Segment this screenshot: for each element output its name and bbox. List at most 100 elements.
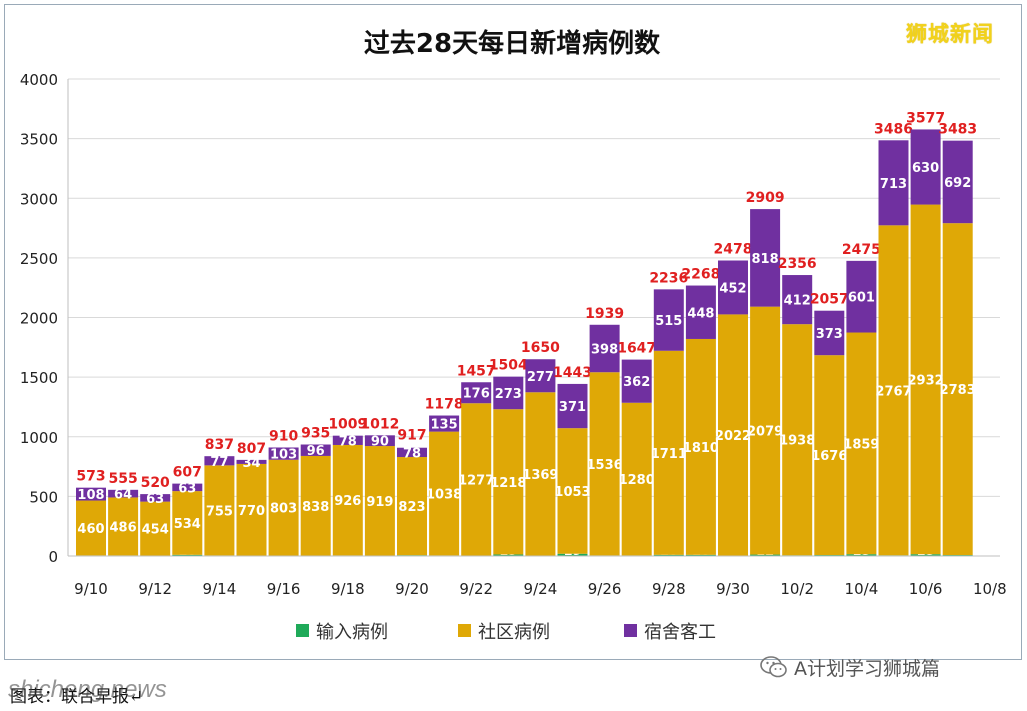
community-value-label: 1536 [587, 458, 623, 473]
y-tick-label: 2500 [20, 250, 58, 268]
community-value-label: 1369 [522, 468, 558, 483]
watermark-text: shicheng.news [8, 676, 167, 703]
community-value-label: 926 [334, 494, 361, 509]
total-value-label: 1443 [553, 365, 592, 381]
legend-label: 社区病例 [478, 622, 550, 643]
dorm-segment [653, 289, 684, 351]
community-segment [621, 402, 652, 556]
x-tick-label: 9/26 [588, 580, 622, 598]
legend-swatch [624, 624, 637, 637]
dorm-segment [204, 456, 235, 466]
dorm-segment [268, 447, 299, 460]
x-tick-label: 9/22 [459, 580, 493, 598]
total-value-label: 807 [237, 441, 266, 457]
dorm-value-label: 34 [242, 456, 260, 471]
x-tick-label: 10/4 [845, 580, 879, 598]
community-segment [942, 223, 973, 556]
dorm-segment [910, 129, 941, 205]
dorm-value-label: 135 [431, 418, 458, 433]
x-tick-label: 9/10 [74, 580, 108, 598]
community-value-label: 823 [398, 500, 425, 515]
community-value-label: 486 [110, 520, 137, 535]
community-value-label: 803 [270, 502, 297, 517]
community-segment [204, 465, 235, 556]
community-value-label: 2767 [875, 384, 911, 399]
dorm-segment [300, 444, 331, 456]
community-segment [878, 225, 909, 556]
total-value-label: 2057 [810, 292, 849, 308]
dorm-value-label: 78 [403, 446, 421, 461]
community-value-label: 454 [142, 523, 169, 538]
y-tick-label: 4000 [20, 71, 58, 89]
dorm-segment [461, 382, 492, 404]
legend-swatch [458, 624, 471, 637]
dorm-segment [878, 140, 909, 226]
x-tick-label: 10/2 [780, 580, 814, 598]
dorm-segment [942, 140, 973, 224]
total-value-label: 3483 [938, 122, 977, 138]
community-value-label: 755 [206, 504, 233, 519]
community-value-label: 838 [302, 500, 329, 515]
community-value-label: 1277 [458, 473, 494, 488]
total-value-label: 837 [205, 437, 234, 453]
dorm-value-label: 601 [848, 291, 875, 306]
total-value-label: 1457 [457, 363, 496, 379]
community-segment [782, 324, 813, 556]
community-segment [557, 428, 588, 554]
total-value-label: 1650 [521, 340, 560, 356]
dorm-value-label: 373 [816, 327, 843, 342]
total-value-label: 1178 [425, 397, 464, 413]
import-segment [846, 554, 877, 556]
total-value-label: 1647 [617, 341, 656, 357]
import-segment [910, 554, 941, 556]
community-value-label: 1038 [426, 488, 462, 503]
total-value-label: 2356 [778, 256, 817, 272]
x-tick-label: 9/16 [267, 580, 301, 598]
community-segment [172, 491, 203, 555]
bars: 5460108573548664555245463520105346360757… [76, 110, 977, 559]
dorm-value-label: 362 [623, 375, 650, 390]
dorm-value-label: 818 [752, 252, 779, 267]
dorm-segment [140, 494, 171, 502]
total-value-label: 1009 [328, 417, 367, 433]
dorm-value-label: 630 [912, 161, 939, 176]
community-segment [493, 409, 524, 555]
community-value-label: 1859 [843, 437, 879, 452]
y-tick-label: 0 [48, 548, 58, 566]
y-tick-label: 3000 [20, 190, 58, 208]
community-segment [140, 501, 171, 556]
community-segment [76, 500, 106, 556]
x-tick-label: 9/24 [524, 580, 558, 598]
total-value-label: 2268 [681, 267, 720, 283]
dorm-segment [108, 489, 139, 498]
legend-label: 宿舍客工 [644, 622, 716, 643]
dorm-value-label: 108 [77, 488, 104, 503]
x-tick-label: 9/12 [138, 580, 172, 598]
dorm-value-label: 515 [655, 314, 682, 329]
import-segment [172, 554, 203, 556]
legend: 输入病例 社区病例 宿舍客工 [296, 622, 716, 643]
dorm-value-label: 692 [944, 176, 971, 191]
community-segment [300, 455, 331, 556]
dorm-value-label: 273 [495, 387, 522, 402]
total-value-label: 555 [108, 471, 137, 487]
dorm-value-label: 63 [146, 492, 164, 507]
dorm-value-label: 78 [339, 434, 357, 449]
dorm-segment [557, 383, 588, 429]
community-value-label: 770 [238, 504, 265, 519]
community-value-label: 1938 [779, 434, 815, 449]
x-tick-label: 9/30 [716, 580, 750, 598]
total-value-label: 520 [141, 475, 170, 491]
community-segment [589, 372, 620, 556]
import-segment [493, 554, 524, 556]
y-tick-label: 3500 [20, 131, 58, 149]
dorm-segment [718, 260, 748, 315]
dorm-segment [429, 415, 460, 432]
dorm-segment [525, 359, 556, 393]
dorm-value-label: 713 [880, 177, 907, 192]
chart-title: 过去28天每日新增病例数 [364, 28, 661, 59]
dorm-value-label: 448 [687, 306, 714, 321]
dorm-value-label: 412 [784, 294, 811, 309]
total-value-label: 1504 [489, 358, 528, 374]
